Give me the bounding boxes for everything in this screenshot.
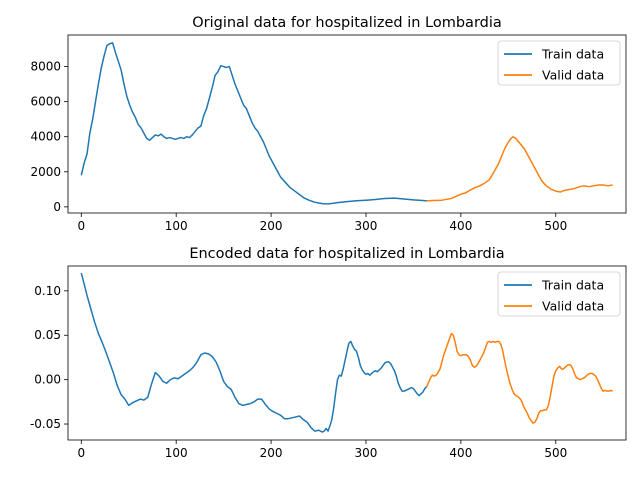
chart-panel-1: Original data for hospitalized in Lombar… (30, 15, 627, 233)
y-tick-label: 8000 (30, 60, 61, 74)
y-tick-label: 0 (53, 200, 61, 214)
x-tick-label: 400 (449, 446, 472, 460)
x-tick-label: 100 (165, 446, 188, 460)
x-tick-label: 300 (355, 219, 378, 233)
x-tick-label: 500 (544, 446, 567, 460)
y-tick-label: 0.00 (34, 373, 61, 387)
legend-box (497, 40, 621, 86)
axes-frame (67, 34, 627, 214)
axes-frame (67, 265, 627, 441)
chart-title: Encoded data for hospitalized in Lombard… (189, 246, 504, 262)
x-tick-label: 500 (544, 219, 567, 233)
legend-label: Train data (541, 278, 604, 293)
legend-label: Valid data (542, 68, 604, 83)
x-tick-label: 0 (77, 446, 85, 460)
chart-panel-2: Encoded data for hospitalized in Lombard… (30, 246, 627, 460)
legend: Train data Valid data (497, 271, 621, 317)
y-tick-label: 0.05 (34, 328, 61, 342)
series-line-valid (426, 332, 614, 424)
x-tick-label: 400 (449, 219, 472, 233)
y-tick-label: 0.10 (34, 284, 61, 298)
y-tick-label: 4000 (30, 130, 61, 144)
legend-label: Train data (541, 47, 604, 62)
x-tick-label: 100 (165, 219, 188, 233)
legend-label: Valid data (542, 299, 604, 314)
y-tick-label: 6000 (30, 95, 61, 109)
legend: Train data Valid data (497, 40, 621, 86)
series-line-valid (426, 135, 613, 202)
series-line-train (80, 272, 428, 433)
series-line-train (80, 42, 427, 205)
y-tick-label: -0.05 (30, 417, 61, 431)
legend-box (497, 271, 621, 317)
y-tick-label: 2000 (30, 165, 61, 179)
chart-title: Original data for hospitalized in Lombar… (192, 15, 502, 31)
x-tick-label: 300 (355, 446, 378, 460)
x-tick-label: 200 (260, 219, 283, 233)
x-tick-label: 200 (260, 446, 283, 460)
x-tick-label: 0 (77, 219, 85, 233)
